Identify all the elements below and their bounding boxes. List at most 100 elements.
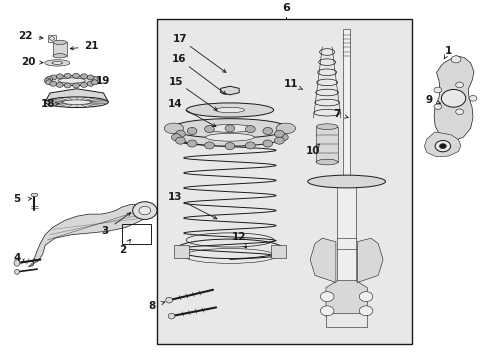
Ellipse shape [307,175,385,188]
Circle shape [175,137,185,144]
Text: 10: 10 [305,147,320,157]
Ellipse shape [316,124,337,130]
Circle shape [245,142,255,149]
Text: 21: 21 [84,41,99,51]
Text: 18: 18 [41,99,56,109]
Circle shape [204,126,214,132]
Circle shape [45,76,52,81]
Text: 15: 15 [169,77,183,87]
Ellipse shape [53,54,66,58]
Polygon shape [357,238,382,283]
Polygon shape [309,238,335,283]
Circle shape [81,82,87,87]
Ellipse shape [45,97,108,108]
Text: 19: 19 [96,76,110,86]
Circle shape [187,127,197,135]
Bar [47,35,56,42]
Circle shape [73,83,80,88]
Circle shape [455,82,463,88]
Circle shape [73,73,80,78]
Circle shape [441,89,465,107]
Circle shape [49,37,54,40]
Circle shape [245,126,255,132]
Bar [174,245,188,258]
Text: 12: 12 [231,233,245,243]
Text: 7: 7 [332,109,340,119]
Circle shape [224,125,234,132]
Circle shape [320,292,333,302]
Bar [271,245,285,258]
Circle shape [171,134,181,141]
Circle shape [64,73,71,78]
Polygon shape [45,89,108,102]
Text: 11: 11 [284,79,298,89]
Bar [157,19,411,345]
Circle shape [320,306,333,316]
Circle shape [274,137,284,144]
Ellipse shape [168,313,175,319]
Circle shape [64,83,71,88]
Circle shape [175,130,185,138]
Text: 1: 1 [444,46,451,56]
Ellipse shape [14,260,20,266]
Circle shape [359,292,372,302]
Text: 20: 20 [21,57,35,67]
Circle shape [433,87,441,93]
Circle shape [450,56,460,63]
Circle shape [224,143,234,150]
Circle shape [359,306,372,316]
Ellipse shape [205,125,254,132]
Circle shape [439,144,446,149]
Bar [342,29,350,181]
Circle shape [139,206,150,215]
Text: 9: 9 [425,95,432,105]
Bar [53,42,66,56]
Ellipse shape [171,119,287,138]
Circle shape [56,82,63,87]
Circle shape [263,127,272,135]
Text: 22: 22 [19,31,33,41]
Ellipse shape [53,40,66,45]
Ellipse shape [15,269,20,274]
Text: 13: 13 [168,193,183,202]
Circle shape [204,142,214,149]
Ellipse shape [47,76,96,86]
Circle shape [434,140,450,152]
Circle shape [274,130,284,138]
Circle shape [87,75,94,80]
Text: 17: 17 [173,34,187,44]
Circle shape [44,78,51,83]
Ellipse shape [164,123,183,134]
Ellipse shape [176,129,283,146]
Bar [337,181,355,289]
Text: 8: 8 [148,301,155,311]
Bar [325,312,366,327]
Circle shape [50,75,57,80]
Text: 14: 14 [168,99,183,109]
Text: 3: 3 [101,226,108,236]
Polygon shape [433,56,473,141]
Text: 6: 6 [281,3,289,13]
Circle shape [93,78,100,83]
Circle shape [50,81,57,86]
Polygon shape [424,132,460,157]
Polygon shape [325,281,366,327]
Ellipse shape [31,193,38,197]
Circle shape [91,76,98,81]
Circle shape [468,95,476,101]
Text: 4: 4 [13,253,20,263]
Circle shape [187,140,197,147]
Ellipse shape [276,123,295,134]
Circle shape [132,202,157,220]
Bar [316,127,337,162]
Ellipse shape [44,60,70,66]
Text: 16: 16 [172,54,186,64]
Circle shape [455,109,463,114]
Circle shape [278,134,287,141]
Ellipse shape [316,159,337,165]
Circle shape [433,104,441,109]
Ellipse shape [62,100,91,104]
Ellipse shape [59,78,85,83]
Polygon shape [220,86,239,95]
Ellipse shape [52,62,62,64]
